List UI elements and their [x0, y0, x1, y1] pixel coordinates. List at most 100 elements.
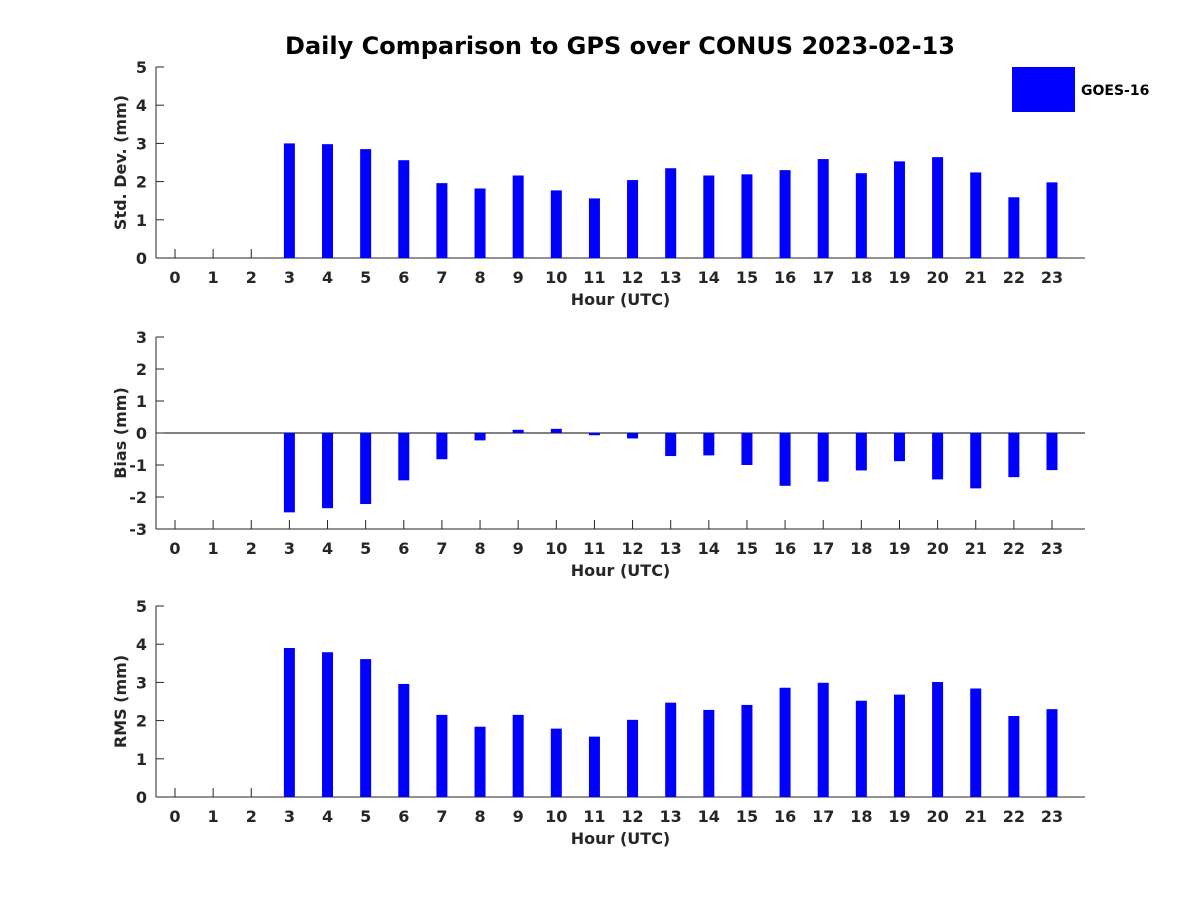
rms-x-tick-label: 13	[660, 807, 682, 826]
bias-bar-hour-16	[779, 433, 791, 486]
bias-bar-hour-20	[932, 433, 944, 480]
rms-x-tick-label: 21	[965, 807, 987, 826]
rms-bar-hour-12	[627, 719, 639, 797]
rms-bar-hour-19	[893, 694, 905, 797]
rms-bar-hour-13	[665, 702, 677, 797]
bias-bar-hour-23	[1046, 433, 1058, 471]
rms-x-tick-label: 0	[169, 807, 180, 826]
rms-bar-hour-11	[588, 736, 600, 797]
std-dev-bar-hour-19	[893, 161, 905, 258]
rms-x-tick-label: 20	[926, 807, 948, 826]
bias-x-tick-label: 0	[169, 539, 180, 558]
bias-x-tick-label: 17	[812, 539, 834, 558]
rms-bar-hour-21	[970, 688, 982, 797]
std-dev-x-tick-label: 1	[208, 268, 219, 287]
bias-y-tick-label: -1	[129, 456, 147, 475]
bias-y-label: Bias (mm)	[111, 387, 130, 479]
rms-y-tick-label: 2	[136, 712, 147, 731]
bias-x-tick-label: 16	[774, 539, 796, 558]
std-dev-x-tick-label: 7	[436, 268, 447, 287]
std-dev-x-tick-label: 3	[284, 268, 295, 287]
std-dev-x-tick-label: 20	[926, 268, 948, 287]
std-dev-bar-hour-18	[855, 173, 867, 258]
rms-bar-hour-20	[932, 682, 944, 797]
rms-bar-hour-6	[398, 683, 410, 797]
bias-bar-hour-6	[398, 433, 410, 481]
std-dev-x-tick-label: 23	[1041, 268, 1063, 287]
rms-bar-hour-10	[550, 728, 562, 797]
std-dev-x-tick-label: 11	[583, 268, 605, 287]
std-dev-x-tick-label: 22	[1003, 268, 1025, 287]
rms-x-tick-label: 12	[621, 807, 643, 826]
figure-title: Daily Comparison to GPS over CONUS 2023-…	[285, 32, 955, 60]
legend-swatch	[1012, 67, 1075, 112]
std-dev-bar-hour-7	[436, 183, 448, 258]
rms-x-tick-label: 10	[545, 807, 567, 826]
bias-bar-hour-11	[588, 433, 600, 436]
bias-x-tick-label: 12	[621, 539, 643, 558]
bias-y-tick-label: 3	[136, 328, 147, 347]
std-dev-bar-hour-20	[932, 157, 944, 258]
rms-y-tick-label: 5	[136, 597, 147, 616]
bias-x-tick-label: 22	[1003, 539, 1025, 558]
rms-x-tick-label: 2	[246, 807, 257, 826]
rms-bar-hour-14	[703, 709, 715, 797]
std-dev-bar-hour-9	[512, 175, 524, 258]
std-dev-y-label: Std. Dev. (mm)	[111, 95, 130, 230]
std-dev-x-tick-label: 12	[621, 268, 643, 287]
bias-x-tick-label: 14	[698, 539, 720, 558]
std-dev-x-tick-label: 9	[513, 268, 524, 287]
std-dev-y-tick-label: 3	[136, 134, 147, 153]
bias-bar-hour-21	[970, 433, 982, 489]
std-dev-bar-hour-13	[665, 168, 677, 258]
rms-bar-hour-18	[855, 700, 867, 797]
std-dev-x-tick-label: 18	[850, 268, 872, 287]
std-dev-bar-hour-15	[741, 174, 753, 258]
bias-x-tick-label: 20	[926, 539, 948, 558]
std-dev-y-tick-label: 4	[136, 96, 147, 115]
rms-bar-hour-9	[512, 714, 524, 797]
std-dev-bar-hour-22	[1008, 197, 1020, 258]
bias-bar-hour-17	[817, 433, 829, 482]
std-dev-x-tick-label: 0	[169, 268, 180, 287]
std-dev-bar-hour-8	[474, 188, 486, 258]
bias-x-tick-label: 10	[545, 539, 567, 558]
std-dev-x-tick-label: 2	[246, 268, 257, 287]
rms-x-tick-label: 1	[208, 807, 219, 826]
std-dev-bar-hour-10	[550, 190, 562, 258]
rms-y-tick-label: 1	[136, 750, 147, 769]
rms-bar-hour-16	[779, 687, 791, 797]
bias-x-label: Hour (UTC)	[571, 561, 671, 580]
rms-x-tick-label: 4	[322, 807, 333, 826]
bias-x-tick-label: 5	[360, 539, 371, 558]
std-dev-x-tick-label: 6	[398, 268, 409, 287]
rms-x-tick-label: 8	[474, 807, 485, 826]
rms-bar-hour-15	[741, 704, 753, 797]
std-dev-x-tick-label: 21	[965, 268, 987, 287]
legend: GOES-16	[1012, 67, 1149, 112]
std-dev-x-tick-label: 17	[812, 268, 834, 287]
std-dev-y-tick-label: 0	[136, 249, 147, 268]
rms-x-tick-label: 16	[774, 807, 796, 826]
bias-x-tick-label: 3	[284, 539, 295, 558]
std-dev-y-tick-label: 1	[136, 211, 147, 230]
std-dev-bar-hour-14	[703, 175, 715, 258]
bias-x-tick-label: 19	[888, 539, 910, 558]
rms-bar-hour-7	[436, 714, 448, 797]
rms-bar-hour-3	[283, 648, 295, 797]
std-dev-bar-hour-5	[360, 149, 372, 258]
bias-bar-hour-19	[893, 433, 905, 462]
rms-x-label: Hour (UTC)	[571, 829, 671, 848]
rms-x-tick-label: 22	[1003, 807, 1025, 826]
rms-x-tick-label: 19	[888, 807, 910, 826]
bias-bar-hour-18	[855, 433, 867, 471]
std-dev-x-tick-label: 14	[698, 268, 720, 287]
rms-bar-hour-4	[322, 652, 334, 797]
bias-x-tick-label: 4	[322, 539, 333, 558]
bias-bar-hour-9	[512, 429, 524, 433]
std-dev-x-label: Hour (UTC)	[571, 290, 671, 309]
bias-x-tick-label: 7	[436, 539, 447, 558]
